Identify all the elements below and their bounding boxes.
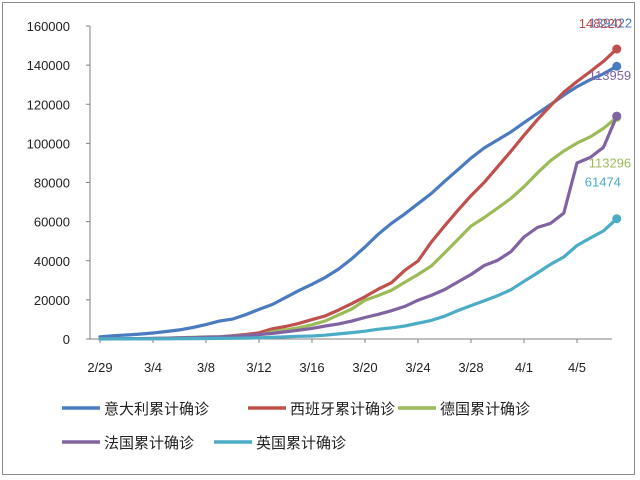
series-line <box>98 64 619 339</box>
x-tick-label: 4/1 <box>515 360 533 375</box>
series-end-label: 148220 <box>579 16 622 31</box>
series-end-marker <box>612 44 622 54</box>
x-tick-label: 3/24 <box>405 360 430 375</box>
y-tick-label: 0 <box>63 332 70 347</box>
chart-frame <box>2 2 635 475</box>
series-end-label: 113296 <box>589 155 631 170</box>
y-tick-label: 140000 <box>27 58 70 73</box>
x-tick-label: 3/16 <box>299 360 324 375</box>
x-tick-label: 3/8 <box>197 360 215 375</box>
series-end-label: 113959 <box>589 68 631 83</box>
series-lines <box>98 44 622 341</box>
y-tick-label: 40000 <box>34 254 70 269</box>
series-end-marker <box>612 214 622 224</box>
series-line <box>98 217 619 341</box>
y-tick-label: 60000 <box>34 215 70 230</box>
y-axis-ticks: 0 20000 40000 60000 80000 100000 120000 140000 1… <box>27 19 90 347</box>
x-tick-label: 3/12 <box>246 360 271 375</box>
legend-label: 法国累计确诊 <box>104 434 194 452</box>
series-end-marker <box>612 111 622 121</box>
series-end-label: 139422 <box>589 15 632 30</box>
x-axis-ticks: 2/29 3/4 3/8 3/12 3/16 3/20 3/24 3/28 4/1 4/5 <box>87 339 586 375</box>
legend-label: 英国累计确诊 <box>256 434 346 452</box>
x-tick-label: 3/28 <box>458 360 483 375</box>
series-end-marker <box>612 61 622 71</box>
x-tick-label: 3/20 <box>352 360 377 375</box>
x-tick-label: 4/5 <box>568 360 586 375</box>
y-tick-label: 120000 <box>27 97 70 112</box>
series-line <box>98 47 619 341</box>
series-end-label: 61474 <box>585 175 621 190</box>
legend-label: 德国累计确诊 <box>440 400 530 418</box>
y-tick-label: 80000 <box>34 176 70 191</box>
x-tick-label: 2/29 <box>87 360 112 375</box>
y-tick-label: 20000 <box>34 293 70 308</box>
y-tick-label: 100000 <box>27 136 70 151</box>
x-tick-label: 3/4 <box>144 360 162 375</box>
axes <box>89 26 612 340</box>
y-tick-label: 160000 <box>27 19 70 34</box>
legend-label: 意大利累计确诊 <box>104 400 209 418</box>
legend-label: 西班牙累计确诊 <box>290 400 395 418</box>
